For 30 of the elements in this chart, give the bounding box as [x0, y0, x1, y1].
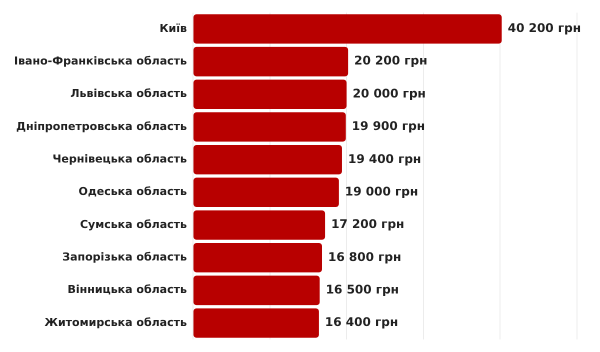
- data-label: 19 900 грн: [352, 119, 426, 134]
- data-label: 20 200 грн: [354, 54, 428, 68]
- data-label: 16 800 грн: [328, 250, 402, 264]
- y-tick-label: Запорізька область: [62, 250, 187, 264]
- y-tick-label: Одеська область: [78, 185, 187, 198]
- data-label: 17 200 грн: [331, 217, 404, 232]
- y-tick-label: Сумська область: [80, 218, 188, 231]
- bar: [193, 46, 348, 76]
- data-label: 19 400 грн: [348, 152, 422, 166]
- y-tick-label: Житомирська область: [44, 316, 187, 329]
- bar: [193, 14, 502, 44]
- bar: [193, 80, 347, 110]
- data-label: 40 200 грн: [508, 21, 581, 36]
- y-tick-label: Івано-Франківська область: [14, 54, 188, 68]
- data-label: 16 500 грн: [326, 282, 399, 297]
- data-label: 20 000 грн: [352, 86, 426, 100]
- y-tick-label: Львівська область: [70, 87, 187, 100]
- y-tick-label: Вінницька область: [67, 283, 187, 296]
- bar: [193, 210, 326, 240]
- bar: [193, 178, 339, 208]
- data-label: 19 000 грн: [344, 184, 418, 198]
- bar: [193, 308, 319, 338]
- y-tick-label: Дніпропетровська область: [16, 120, 188, 133]
- y-tick-label: Київ: [160, 22, 187, 35]
- y-tick-label: Чернівецька область: [52, 152, 187, 166]
- bar: [193, 112, 346, 142]
- bar: [193, 144, 342, 174]
- bar: [193, 242, 322, 272]
- data-label: 16 400 грн: [324, 315, 398, 330]
- bar: [193, 276, 320, 306]
